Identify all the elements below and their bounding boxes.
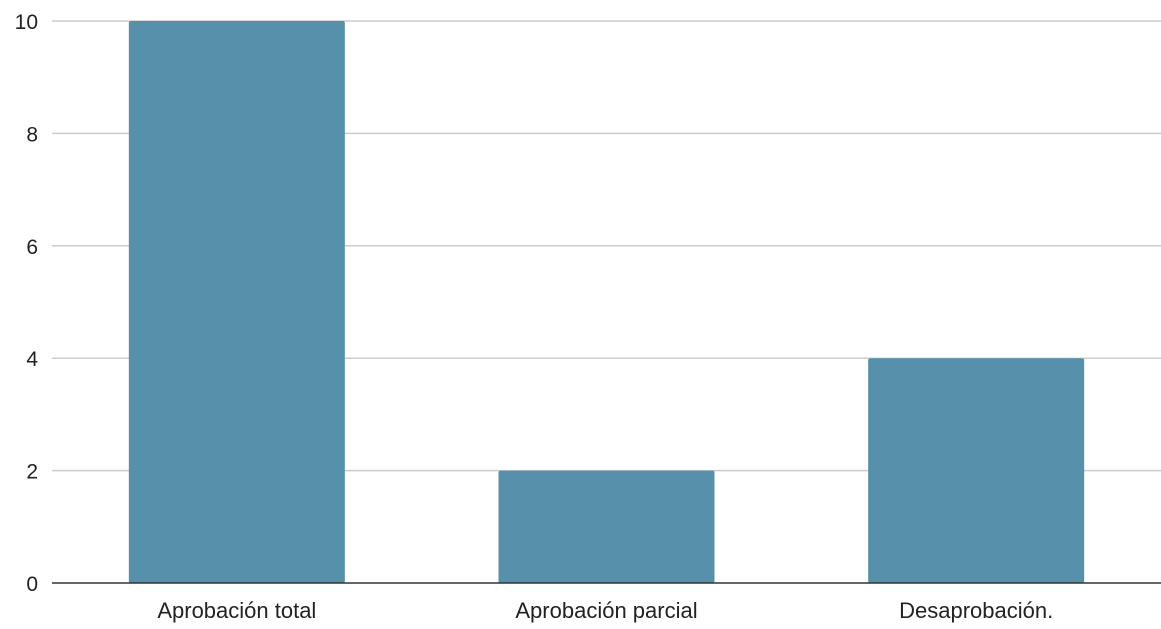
y-tick-label: 10 <box>15 11 38 34</box>
x-category-label: Aprobación parcial <box>515 598 697 623</box>
x-category-label: Aprobación total <box>157 598 316 623</box>
bar-2 <box>868 358 1085 583</box>
y-tick-label: 0 <box>26 573 38 596</box>
bar-0 <box>128 21 345 583</box>
bar-1 <box>498 470 715 583</box>
y-tick-label: 4 <box>26 348 38 371</box>
x-category-label: Desaprobación. <box>899 598 1053 623</box>
y-tick-label: 8 <box>26 123 38 146</box>
bars <box>128 21 1085 583</box>
y-axis-ticks: 0 2 4 6 8 10 <box>15 11 39 596</box>
x-axis-labels: Aprobación total Aprobación parcial Desapr… <box>157 598 1053 623</box>
y-tick-label: 2 <box>26 461 38 484</box>
y-tick-label: 6 <box>26 236 38 259</box>
